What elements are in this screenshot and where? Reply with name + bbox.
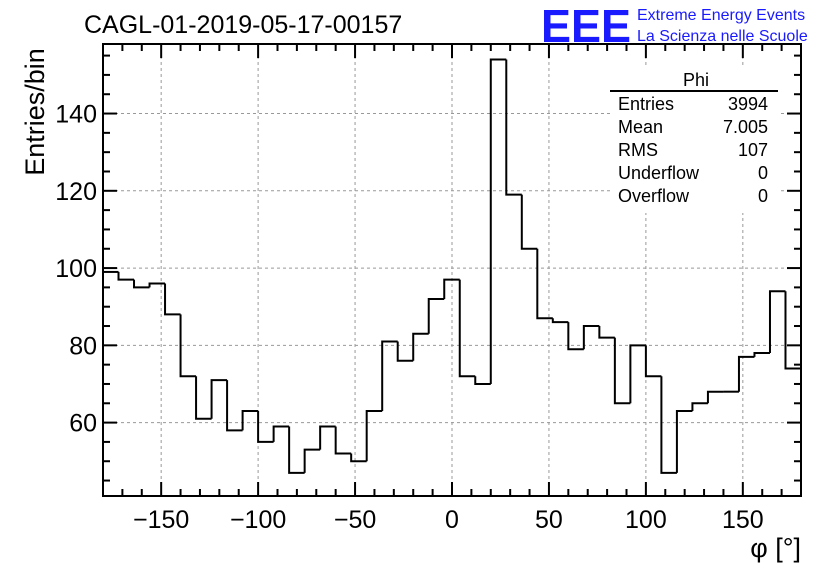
stats-label-entries: Entries [618, 94, 674, 114]
eee-logo-text: EEE [541, 0, 631, 52]
stats-value-entries: 3994 [728, 94, 768, 114]
eee-logo-line1: Extreme Energy Events [637, 7, 805, 24]
histogram-bin [443, 278, 460, 299]
stats-box-title: Phi [683, 70, 709, 90]
histogram-bin [551, 318, 569, 324]
histogram-bin [412, 332, 429, 361]
x-axis-label: φ [°] [750, 533, 801, 563]
histogram-bin [567, 322, 584, 351]
stats-label-overflow: Overflow [618, 186, 690, 206]
x-tick-label: −150 [133, 506, 189, 534]
histogram-bin [505, 59, 522, 196]
stats-box-background [610, 68, 780, 213]
y-tick-label: 100 [55, 255, 97, 283]
histogram-bin [644, 345, 662, 378]
y-tick-label: 140 [55, 101, 97, 129]
stats-value-underflow: 0 [758, 163, 768, 183]
histogram-bin [784, 291, 801, 370]
grid-lines [103, 44, 801, 496]
histogram-bin [365, 410, 383, 462]
histogram-bin [164, 283, 181, 316]
histogram-bin [117, 271, 135, 281]
histogram-bin [427, 297, 445, 334]
histogram-bin [272, 425, 290, 442]
histogram-bin [675, 410, 693, 473]
axis-tick-labels: −150 −100 −50 0 50 100 150 60 80 100 120 140 [55, 101, 763, 534]
chart-title: CAGL-01-2019-05-17-00157 [84, 11, 402, 39]
y-tick-label: 120 [55, 178, 97, 206]
histogram-bars [103, 58, 802, 474]
histogram-bin [691, 402, 708, 412]
stats-box: Phi Entries 3994 Mean 7.005 RMS 107 Unde… [610, 68, 780, 213]
stats-value-mean: 7.005 [723, 117, 768, 137]
stats-label-mean: Mean [618, 117, 663, 137]
histogram-bin [319, 425, 336, 450]
histogram-bin [148, 282, 166, 288]
histogram-bin [582, 325, 600, 350]
histogram-bin [660, 376, 677, 474]
histogram-bin [396, 341, 414, 362]
stats-value-rms: 107 [738, 140, 768, 160]
y-tick-label: 80 [69, 332, 97, 360]
axis-ticks [102, 44, 802, 496]
histogram-bin [226, 380, 243, 432]
histogram-bin [257, 411, 274, 443]
histogram-bin [629, 344, 646, 404]
histogram-bin [489, 58, 507, 384]
eee-logo-line2: La Scienza nelle Scuole [637, 28, 808, 45]
histogram-bin [613, 337, 631, 405]
stats-label-rms: RMS [618, 140, 658, 160]
histogram-bin [381, 340, 398, 412]
histogram-bin [133, 279, 150, 289]
y-axis-label: Entries/bin [20, 48, 50, 176]
x-tick-label: −50 [334, 506, 376, 534]
histogram-bin [179, 314, 197, 378]
histogram-bin [474, 376, 491, 385]
histogram-bin [737, 355, 755, 392]
histogram-bin [598, 326, 615, 339]
histogram-bin [350, 453, 367, 463]
histogram-bin [458, 279, 476, 378]
histogram-bin [288, 426, 305, 474]
histogram-bin [536, 248, 553, 320]
x-tick-label: −100 [230, 506, 286, 534]
x-tick-label: 150 [722, 506, 764, 534]
histogram-bin [210, 379, 228, 419]
y-tick-label: 60 [69, 410, 97, 438]
histogram-bin [241, 410, 259, 431]
histogram-bin [706, 390, 724, 404]
x-tick-label: 50 [535, 506, 563, 534]
stats-value-overflow: 0 [758, 186, 768, 206]
histogram-bin [520, 194, 538, 250]
histogram-bin [334, 426, 352, 455]
histogram-bin [303, 448, 321, 473]
histogram-bin [768, 290, 786, 354]
eee-logo: EEE Extreme Energy Events La Scienza nel… [541, 0, 808, 52]
stats-label-underflow: Underflow [618, 163, 700, 183]
x-tick-label: 0 [445, 506, 459, 534]
histogram-bin [195, 376, 212, 420]
x-tick-label: 100 [625, 506, 667, 534]
histogram-bin [753, 352, 770, 357]
